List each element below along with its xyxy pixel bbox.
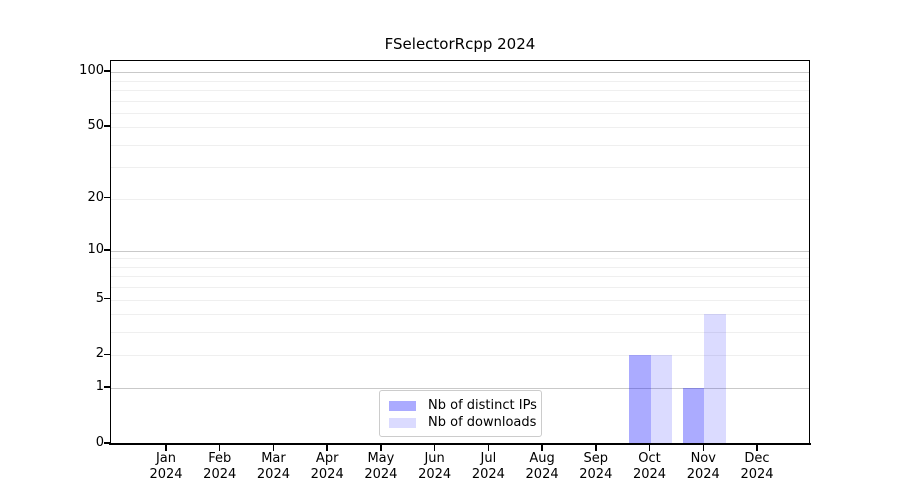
x-tick-month: Jan (155, 451, 177, 466)
x-tick-month: Sep (583, 451, 609, 466)
legend-row-distinct-ips: Nb of distinct IPs (389, 397, 537, 414)
gridline-minor (111, 89, 809, 91)
x-tick-month: Jul (480, 451, 497, 466)
gridline-minor (111, 276, 809, 278)
plot-area (110, 60, 810, 444)
x-tick-label: Feb 2024 (192, 451, 248, 483)
x-tick-label: Oct 2024 (622, 451, 678, 483)
chart-title: FSelectorRcpp 2024 (384, 35, 536, 53)
x-tick-mark (541, 445, 543, 451)
x-tick-mark (380, 445, 382, 451)
y-tick-label: 1 (95, 379, 104, 395)
x-tick-label: Jan 2024 (138, 451, 194, 483)
x-tick-month: May (367, 451, 395, 466)
x-tick-year: 2024 (525, 467, 559, 482)
x-tick-mark (165, 445, 167, 451)
x-tick-month: Feb (208, 451, 232, 466)
x-axis-spine (109, 443, 811, 445)
x-tick-label: Jul 2024 (460, 451, 516, 483)
x-tick-month: Nov (690, 451, 716, 466)
gridline-minor (111, 287, 809, 289)
bar-nov-downloads (704, 314, 726, 444)
gridline-major (111, 388, 809, 390)
x-tick-year: 2024 (579, 467, 613, 482)
gridline-minor (111, 332, 809, 334)
gridline-minor (111, 266, 809, 268)
gridline-minor (111, 167, 809, 169)
x-tick-year: 2024 (686, 467, 720, 482)
gridline-major (111, 250, 809, 252)
gridline-minor (111, 80, 809, 82)
x-tick-year: 2024 (740, 467, 774, 482)
legend-swatch-downloads (389, 417, 416, 428)
y-tick-label: 0 (95, 435, 104, 450)
x-tick-year: 2024 (149, 467, 183, 482)
gridline-minor (111, 144, 809, 146)
y-tick-label: 2 (95, 346, 104, 362)
y-tick-label: 20 (87, 189, 104, 205)
x-tick-mark (702, 445, 705, 451)
x-tick-label: May 2024 (353, 451, 409, 483)
gridline-minor (111, 198, 809, 200)
gridline-minor (111, 112, 809, 114)
bar-nov-distinct-ips (682, 388, 705, 444)
x-tick-year: 2024 (632, 467, 667, 482)
bar-oct-downloads (650, 355, 673, 444)
x-tick-month: Oct (638, 451, 661, 466)
x-tick-label: Nov 2024 (675, 451, 731, 483)
gridline-major (111, 72, 809, 74)
bar-oct-distinct-ips (629, 355, 651, 444)
gridline-minor (111, 299, 809, 301)
x-tick-year: 2024 (471, 467, 505, 482)
x-tick-label: Mar 2024 (245, 451, 301, 483)
x-tick-mark (272, 445, 275, 451)
x-tick-year: 2024 (256, 467, 290, 482)
x-tick-mark (218, 445, 221, 451)
x-tick-label: Dec 2024 (729, 451, 785, 483)
x-tick-label: Apr 2024 (299, 451, 355, 483)
legend-label-distinct-ips: Nb of distinct IPs (428, 398, 537, 413)
x-tick-label: Sep 2024 (568, 451, 624, 483)
x-tick-year: 2024 (418, 467, 452, 482)
y-tick-label: 10 (87, 241, 104, 257)
legend-swatch-distinct-ips (389, 400, 416, 411)
gridline-minor (111, 314, 809, 316)
gridline-minor (111, 258, 809, 260)
x-tick-mark (756, 445, 758, 451)
gridline-minor (111, 100, 809, 102)
y-tick-label: 100 (79, 63, 104, 79)
y-tick-label: 5 (95, 290, 104, 306)
x-tick-mark (595, 445, 597, 451)
x-tick-year: 2024 (203, 467, 237, 482)
gridline-minor (111, 355, 809, 357)
legend-row-downloads: Nb of downloads (389, 414, 536, 431)
x-tick-year: 2024 (364, 467, 398, 482)
x-tick-month: Aug (529, 451, 555, 466)
x-tick-label: Jun 2024 (407, 451, 463, 483)
x-tick-month: Dec (744, 451, 770, 466)
x-tick-mark (326, 445, 328, 451)
x-tick-mark (433, 445, 436, 451)
x-tick-label: Aug 2024 (514, 451, 570, 483)
legend-label-downloads: Nb of downloads (428, 415, 537, 430)
x-tick-mark (648, 445, 651, 451)
legend: Nb of distinct IPs Nb of downloads (379, 390, 542, 437)
x-tick-mark (487, 445, 490, 451)
x-tick-year: 2024 (310, 467, 344, 482)
gridline-minor (111, 127, 809, 129)
x-tick-month: Apr (315, 451, 339, 466)
x-tick-month: Jun (424, 451, 445, 466)
y-tick-label: 50 (87, 118, 104, 134)
x-tick-month: Mar (261, 451, 286, 466)
